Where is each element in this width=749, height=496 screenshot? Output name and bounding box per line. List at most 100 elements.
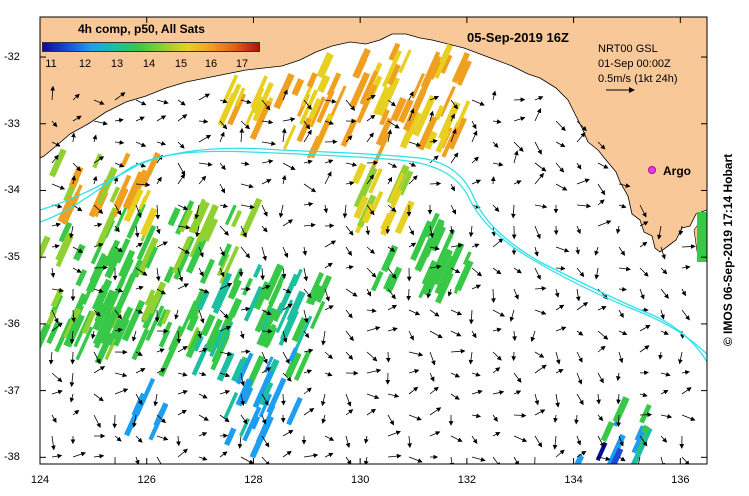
- current-vector-arrow: [576, 162, 582, 170]
- current-vector-arrow: [449, 225, 455, 235]
- current-vector-arrow: [429, 138, 438, 144]
- sst-streak: [387, 63, 401, 86]
- current-vector-arrow: [323, 204, 329, 214]
- current-vector-arrow: [69, 330, 75, 345]
- current-vector-arrow: [93, 156, 105, 164]
- current-vector-arrow: [132, 414, 137, 428]
- current-vector-arrow: [387, 176, 393, 185]
- current-vector-arrow: [156, 99, 169, 105]
- current-vector-arrow: [135, 162, 146, 168]
- current-vector-arrow: [468, 225, 474, 238]
- current-vector-arrow: [513, 435, 528, 442]
- current-vector-arrow: [660, 309, 665, 320]
- current-vector-arrow: [261, 456, 271, 464]
- y-tick-label: -35: [4, 251, 20, 264]
- current-vector-arrow: [50, 267, 56, 278]
- current-vector-arrow: [197, 330, 202, 339]
- colorbar-tick-label: 15: [174, 58, 188, 70]
- current-vector-arrow: [261, 246, 267, 262]
- sst-streak: [178, 208, 193, 233]
- sst-streak: [73, 310, 93, 348]
- current-vector-arrow: [408, 225, 414, 236]
- sst-streak: [421, 261, 442, 296]
- current-vector-arrow: [408, 175, 418, 185]
- current-vector-arrow: [51, 414, 57, 424]
- current-vector-arrow: [429, 407, 442, 416]
- current-vector-arrow: [177, 448, 188, 458]
- current-vector-arrow: [345, 393, 352, 407]
- current-vector-arrow: [219, 98, 228, 104]
- current-vector-arrow: [177, 114, 188, 122]
- current-vector-arrow: [594, 246, 599, 256]
- sst-streak: [630, 427, 653, 464]
- current-vector-arrow: [240, 414, 248, 425]
- current-vector-arrow: [657, 225, 662, 240]
- sst-streak: [120, 152, 131, 167]
- current-vector-arrow: [114, 327, 123, 333]
- current-vector-arrow: [72, 267, 82, 273]
- current-vector-arrow: [345, 162, 358, 167]
- current-vector-arrow: [198, 414, 209, 421]
- current-vector-arrow: [387, 99, 396, 107]
- current-vector-arrow: [198, 93, 211, 101]
- current-vector-arrow: [408, 386, 419, 395]
- sst-streak: [260, 416, 274, 440]
- current-vector-arrow: [429, 372, 435, 382]
- sst-streak: [196, 290, 210, 311]
- current-vector-arrow: [597, 220, 612, 227]
- current-vector-arrow: [303, 309, 309, 324]
- sst-streak: [94, 332, 114, 365]
- sst-streak: [439, 85, 456, 117]
- sst-streak: [224, 427, 237, 446]
- current-vector-arrow: [681, 244, 696, 249]
- current-vector-arrow: [345, 99, 356, 111]
- current-vector-arrow: [177, 246, 190, 254]
- current-vector-arrow: [491, 288, 496, 304]
- current-vector-arrow: [597, 162, 609, 169]
- sst-streak: [388, 172, 405, 204]
- current-vector-arrow: [324, 98, 337, 104]
- current-vector-arrow: [239, 330, 245, 339]
- current-vector-arrow: [156, 414, 166, 424]
- sst-streak: [398, 98, 414, 124]
- sst-streak: [163, 266, 176, 284]
- current-vector-arrow: [261, 393, 269, 406]
- current-vector-arrow: [534, 409, 546, 416]
- sst-streak: [211, 272, 233, 310]
- current-vector-arrow: [597, 456, 611, 462]
- current-vector-arrow: [176, 435, 181, 447]
- current-vector-arrow: [596, 393, 601, 405]
- current-vector-arrow: [387, 162, 398, 168]
- current-vector-arrow: [153, 393, 159, 407]
- current-vector-arrow: [366, 246, 375, 254]
- current-vector-arrow: [555, 449, 565, 458]
- sst-streak: [193, 335, 204, 352]
- current-vector-arrow: [471, 267, 482, 277]
- current-vector-arrow: [616, 372, 621, 382]
- sst-streak: [410, 220, 433, 261]
- current-vector-arrow: [345, 225, 354, 236]
- sst-streak: [58, 221, 73, 243]
- sst-streak: [263, 283, 283, 318]
- sst-streak: [140, 151, 161, 188]
- current-vector-arrow: [93, 204, 104, 214]
- current-vector-arrow: [366, 326, 381, 332]
- current-vector-arrow: [618, 183, 631, 188]
- argo-marker[interactable]: [648, 166, 656, 174]
- sst-streak: [106, 318, 123, 346]
- current-vector-arrow: [113, 176, 119, 185]
- current-vector-arrow: [240, 120, 251, 130]
- current-vector-arrow: [261, 351, 268, 364]
- sst-streak: [261, 263, 284, 301]
- current-vector-arrow: [72, 162, 82, 172]
- current-vector-arrow: [555, 246, 570, 253]
- current-vector-arrow: [576, 435, 582, 446]
- sst-streak: [196, 204, 219, 243]
- current-vectors: [48, 85, 696, 464]
- current-vector-arrow: [618, 203, 627, 209]
- current-vector-arrow: [555, 265, 566, 271]
- sst-streak: [245, 87, 265, 126]
- current-vector-arrow: [555, 351, 561, 365]
- current-vector-arrow: [555, 120, 566, 132]
- current-vector-arrow: [366, 368, 382, 374]
